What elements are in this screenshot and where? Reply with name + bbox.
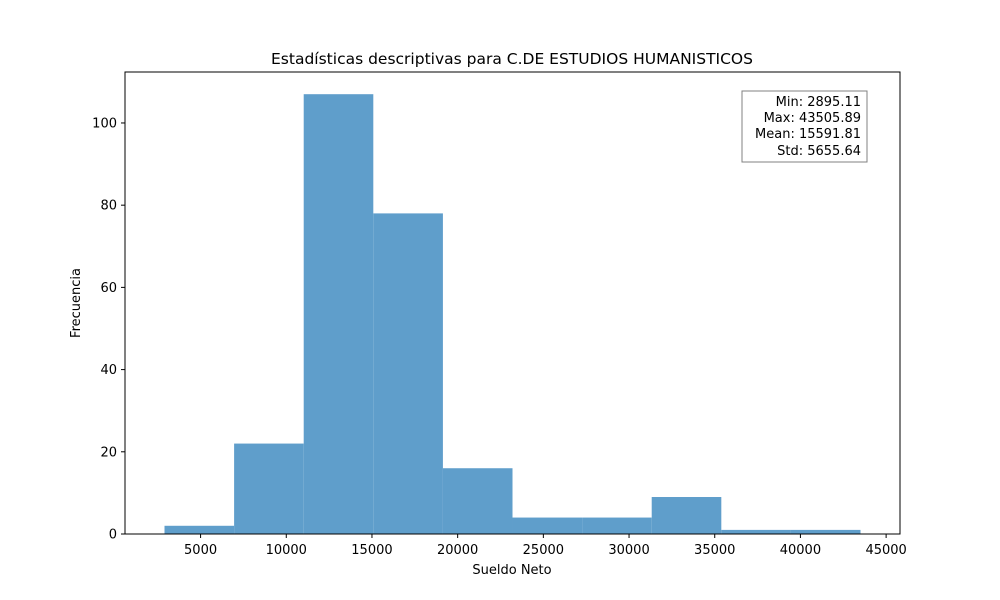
stat-std: Std: 5655.64 [777, 144, 861, 159]
histogram-bar [790, 529, 861, 534]
x-tick-label: 40000 [780, 543, 821, 558]
x-tick-label: 25000 [523, 543, 564, 558]
x-tick-label: 35000 [694, 543, 735, 558]
x-tick-label: 10000 [266, 543, 307, 558]
y-axis-ticks: 0 20 40 60 80 100 [92, 116, 125, 543]
x-axis-ticks: 5000 10000 15000 20000 25000 30000 35000 40000 4… [184, 534, 907, 558]
x-tick-label: 20000 [437, 543, 478, 558]
y-axis-label: Frecuencia [69, 268, 84, 338]
histogram-bars [164, 94, 861, 534]
stat-min: Min: 2895.11 [776, 95, 861, 110]
stat-mean: Mean: 15591.81 [755, 127, 861, 142]
y-tick-label: 100 [92, 116, 117, 131]
stat-max: Max: 43505.89 [764, 111, 861, 126]
histogram-bar [582, 517, 652, 534]
y-tick-label: 20 [100, 445, 117, 460]
histogram-bar [512, 517, 583, 534]
x-tick-label: 30000 [608, 543, 649, 558]
histogram-bar [234, 443, 304, 534]
x-tick-label: 45000 [865, 543, 906, 558]
y-tick-label: 80 [100, 199, 117, 214]
y-tick-label: 0 [109, 528, 117, 543]
histogram-bar [164, 525, 235, 534]
histogram-bar [303, 94, 374, 534]
plot-area-frame [124, 71, 901, 535]
histogram-bar [721, 529, 791, 534]
histogram-bar [442, 468, 513, 534]
chart-title: Estadísticas descriptivas para C.DE ESTU… [271, 50, 753, 68]
x-axis-label: Sueldo Neto [472, 563, 551, 578]
y-tick-label: 60 [100, 281, 117, 296]
x-tick-label: 15000 [351, 543, 392, 558]
histogram-bar [373, 213, 443, 534]
y-tick-label: 40 [100, 363, 117, 378]
histogram-bar [651, 497, 722, 534]
stats-box-frame [741, 90, 868, 163]
stats-box: Min: 2895.11 Max: 43505.89 Mean: 15591.8… [741, 90, 868, 163]
x-tick-label: 5000 [184, 543, 217, 558]
